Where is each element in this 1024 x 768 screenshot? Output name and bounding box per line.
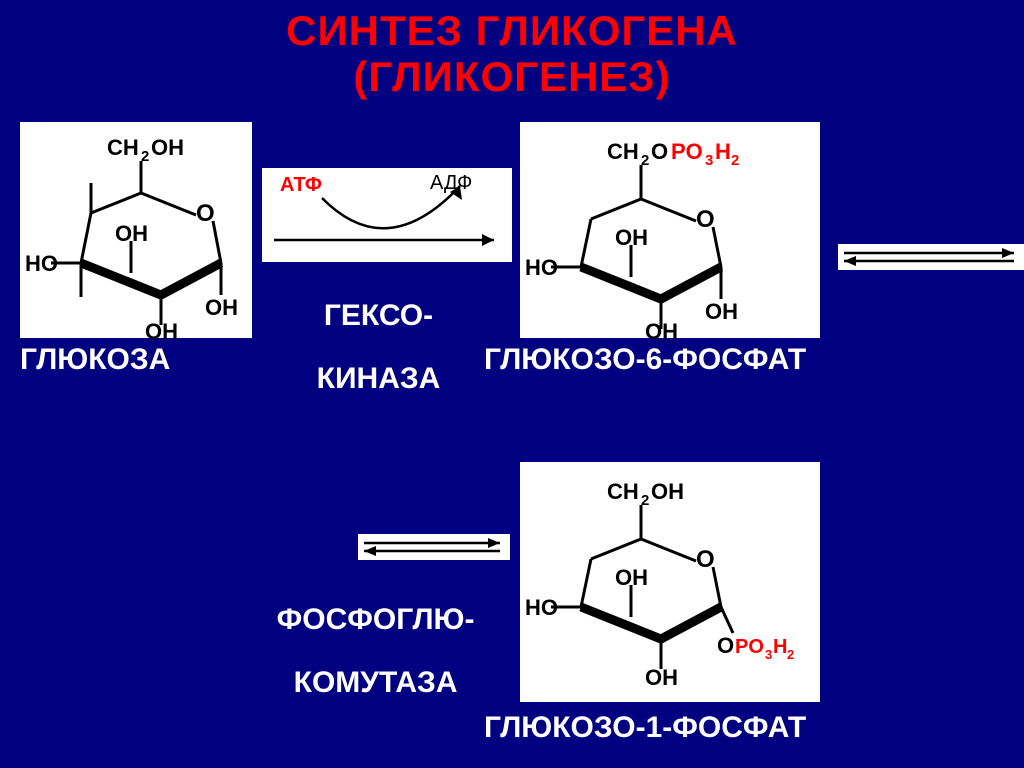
title-line2: (ГЛИКОГЕНЕЗ) [353, 53, 670, 100]
svg-text:HO: HO [525, 255, 558, 280]
cofactor-atp: АТФ [280, 174, 322, 197]
svg-text:HO: HO [525, 595, 558, 620]
svg-text:2: 2 [641, 492, 649, 509]
svg-text:2: 2 [787, 647, 794, 662]
svg-text:2: 2 [731, 152, 739, 169]
arrow-to-g1p [358, 534, 510, 560]
g1p-label: ГЛЮКОЗО-1-ФОСФАТ [484, 712, 806, 744]
svg-text:2: 2 [641, 152, 649, 169]
svg-text:OH: OH [615, 225, 648, 250]
glucose-structure: O CH2OH HO OH OH [21, 123, 253, 339]
svg-text:PO: PO [735, 636, 764, 658]
svg-text:O: O [717, 633, 734, 658]
svg-text:3: 3 [705, 152, 713, 169]
hexokinase-line2: КИНАЗА [317, 362, 441, 395]
double-arrow-icon [838, 244, 1024, 270]
svg-text:CH: CH [607, 479, 639, 504]
molecule-g1p: O CH2OH HO OH OH O PO3H2 [520, 462, 820, 702]
svg-text:PO: PO [671, 139, 703, 164]
reaction-hexokinase-box: АТФ АДФ [262, 168, 512, 262]
molecule-g6p: O CH2O HO OH OH OH PO3H2 [520, 122, 820, 338]
title-line1: СИНТЕЗ ГЛИКОГЕНА [286, 7, 738, 54]
svg-text:CH: CH [607, 139, 639, 164]
glucose-label: ГЛЮКОЗА [20, 344, 170, 376]
g1p-structure: O CH2OH HO OH OH O PO3H2 [521, 463, 821, 703]
svg-text:O: O [651, 139, 668, 164]
pgm-line2: КОМУТАЗА [294, 666, 458, 699]
svg-text:2: 2 [141, 148, 149, 165]
cofactor-adp: АДФ [430, 172, 472, 195]
svg-text:OH: OH [205, 295, 238, 320]
svg-text:OH: OH [705, 299, 738, 324]
svg-text:HO: HO [25, 251, 58, 276]
svg-text:OH: OH [115, 221, 148, 246]
svg-text:OH: OH [645, 319, 678, 339]
arrow-continue [838, 244, 1024, 270]
svg-text:H: H [715, 139, 731, 164]
slide-title: СИНТЕЗ ГЛИКОГЕНА (ГЛИКОГЕНЕЗ) [0, 8, 1024, 100]
molecule-glucose: O CH2OH HO OH OH [20, 122, 252, 338]
enzyme-hexokinase: ГЕКСО- КИНАЗА [300, 268, 440, 394]
svg-text:OH: OH [645, 665, 678, 690]
svg-text:OH: OH [615, 565, 648, 590]
double-arrow-icon-2 [358, 534, 510, 560]
enzyme-phosphoglucomutase: ФОСФОГЛЮ- КОМУТАЗА [260, 572, 474, 698]
pgm-line1: ФОСФОГЛЮ- [277, 603, 475, 636]
g6p-label: ГЛЮКОЗО-6-ФОСФАТ [484, 344, 806, 376]
svg-text:H: H [773, 636, 787, 658]
hexokinase-line1: ГЕКСО- [324, 299, 433, 332]
g6p-structure: O CH2O HO OH OH OH PO3H2 [521, 123, 821, 339]
svg-text:OH: OH [145, 319, 178, 339]
svg-text:3: 3 [765, 647, 772, 662]
svg-text:CH: CH [107, 135, 139, 160]
svg-text:OH: OH [151, 135, 184, 160]
svg-text:OH: OH [651, 479, 684, 504]
